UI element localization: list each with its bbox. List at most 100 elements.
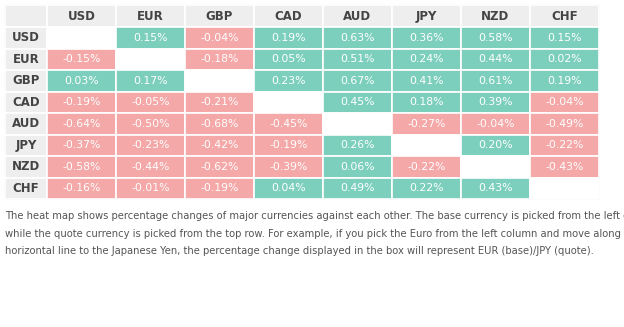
Text: -0.05%: -0.05% <box>131 97 170 107</box>
Text: 0.22%: 0.22% <box>409 183 444 193</box>
Text: -0.19%: -0.19% <box>62 97 100 107</box>
Bar <box>392 5 461 27</box>
Text: 0.18%: 0.18% <box>409 97 444 107</box>
Text: 0.15%: 0.15% <box>134 33 168 43</box>
Bar <box>323 156 392 178</box>
Bar <box>116 48 185 70</box>
Bar <box>323 27 392 48</box>
Bar <box>392 48 461 70</box>
Bar <box>461 156 530 178</box>
Text: 0.19%: 0.19% <box>271 33 306 43</box>
Bar <box>323 70 392 92</box>
Text: 0.36%: 0.36% <box>409 33 444 43</box>
Text: -0.04%: -0.04% <box>476 119 515 129</box>
Bar <box>185 92 254 113</box>
Bar <box>254 27 323 48</box>
Bar <box>47 156 116 178</box>
Text: -0.64%: -0.64% <box>62 119 100 129</box>
Text: 0.51%: 0.51% <box>340 54 375 64</box>
Bar <box>254 156 323 178</box>
Bar <box>530 5 599 27</box>
Text: JPY: JPY <box>16 139 37 152</box>
Text: 0.04%: 0.04% <box>271 183 306 193</box>
Text: -0.04%: -0.04% <box>545 97 583 107</box>
Bar <box>185 27 254 48</box>
Text: 0.17%: 0.17% <box>134 76 168 86</box>
Bar <box>116 156 185 178</box>
Bar <box>254 48 323 70</box>
Bar <box>323 92 392 113</box>
Text: EUR: EUR <box>12 53 39 66</box>
Bar <box>461 70 530 92</box>
Bar <box>461 92 530 113</box>
Text: 0.49%: 0.49% <box>340 183 375 193</box>
Text: 0.06%: 0.06% <box>340 162 375 172</box>
Text: 0.58%: 0.58% <box>478 33 513 43</box>
Text: 0.05%: 0.05% <box>271 54 306 64</box>
Text: 0.41%: 0.41% <box>409 76 444 86</box>
Bar <box>323 113 392 134</box>
Bar <box>185 5 254 27</box>
Text: -0.49%: -0.49% <box>545 119 583 129</box>
Text: -0.45%: -0.45% <box>270 119 308 129</box>
Bar <box>185 156 254 178</box>
Text: -0.04%: -0.04% <box>200 33 239 43</box>
Text: 0.43%: 0.43% <box>478 183 513 193</box>
Bar <box>47 27 116 48</box>
Bar <box>116 70 185 92</box>
Text: -0.68%: -0.68% <box>200 119 239 129</box>
Text: -0.15%: -0.15% <box>62 54 100 64</box>
Text: -0.39%: -0.39% <box>270 162 308 172</box>
Text: -0.62%: -0.62% <box>200 162 239 172</box>
Text: while the quote currency is picked from the top row. For example, if you pick th: while the quote currency is picked from … <box>5 229 624 238</box>
Text: CHF: CHF <box>12 182 39 195</box>
Text: 0.44%: 0.44% <box>478 54 513 64</box>
Bar <box>323 5 392 27</box>
Bar <box>116 134 185 156</box>
Bar <box>392 113 461 134</box>
Text: -0.01%: -0.01% <box>131 183 170 193</box>
Bar <box>116 92 185 113</box>
Bar <box>461 178 530 199</box>
Bar <box>392 92 461 113</box>
Bar <box>530 178 599 199</box>
Text: -0.21%: -0.21% <box>200 97 239 107</box>
Bar <box>5 178 47 199</box>
Bar <box>47 5 116 27</box>
Bar <box>254 113 323 134</box>
Text: 0.61%: 0.61% <box>478 76 513 86</box>
Bar <box>530 48 599 70</box>
Text: -0.22%: -0.22% <box>545 140 583 150</box>
Text: -0.18%: -0.18% <box>200 54 239 64</box>
Bar <box>254 92 323 113</box>
Text: NZD: NZD <box>12 160 40 173</box>
Bar <box>530 92 599 113</box>
Bar <box>47 70 116 92</box>
Bar <box>392 27 461 48</box>
Text: 0.26%: 0.26% <box>340 140 375 150</box>
Bar <box>461 48 530 70</box>
Text: -0.43%: -0.43% <box>545 162 583 172</box>
Bar <box>254 178 323 199</box>
Bar <box>5 134 47 156</box>
Bar <box>323 178 392 199</box>
Bar <box>116 113 185 134</box>
Text: USD: USD <box>12 31 40 44</box>
Text: 0.15%: 0.15% <box>547 33 582 43</box>
Bar <box>392 178 461 199</box>
Text: NZD: NZD <box>481 9 510 23</box>
Bar <box>530 134 599 156</box>
Text: CAD: CAD <box>275 9 302 23</box>
Text: -0.42%: -0.42% <box>200 140 239 150</box>
Text: -0.27%: -0.27% <box>407 119 446 129</box>
Bar <box>47 48 116 70</box>
Text: -0.37%: -0.37% <box>62 140 100 150</box>
Text: horizontal line to the Japanese Yen, the percentage change displayed in the box : horizontal line to the Japanese Yen, the… <box>5 246 594 256</box>
Bar <box>185 48 254 70</box>
Bar <box>461 113 530 134</box>
Text: GBP: GBP <box>12 74 40 87</box>
Text: 0.24%: 0.24% <box>409 54 444 64</box>
Bar <box>392 134 461 156</box>
Bar <box>5 27 47 48</box>
Text: The heat map shows percentage changes of major currencies against each other. Th: The heat map shows percentage changes of… <box>5 211 624 221</box>
